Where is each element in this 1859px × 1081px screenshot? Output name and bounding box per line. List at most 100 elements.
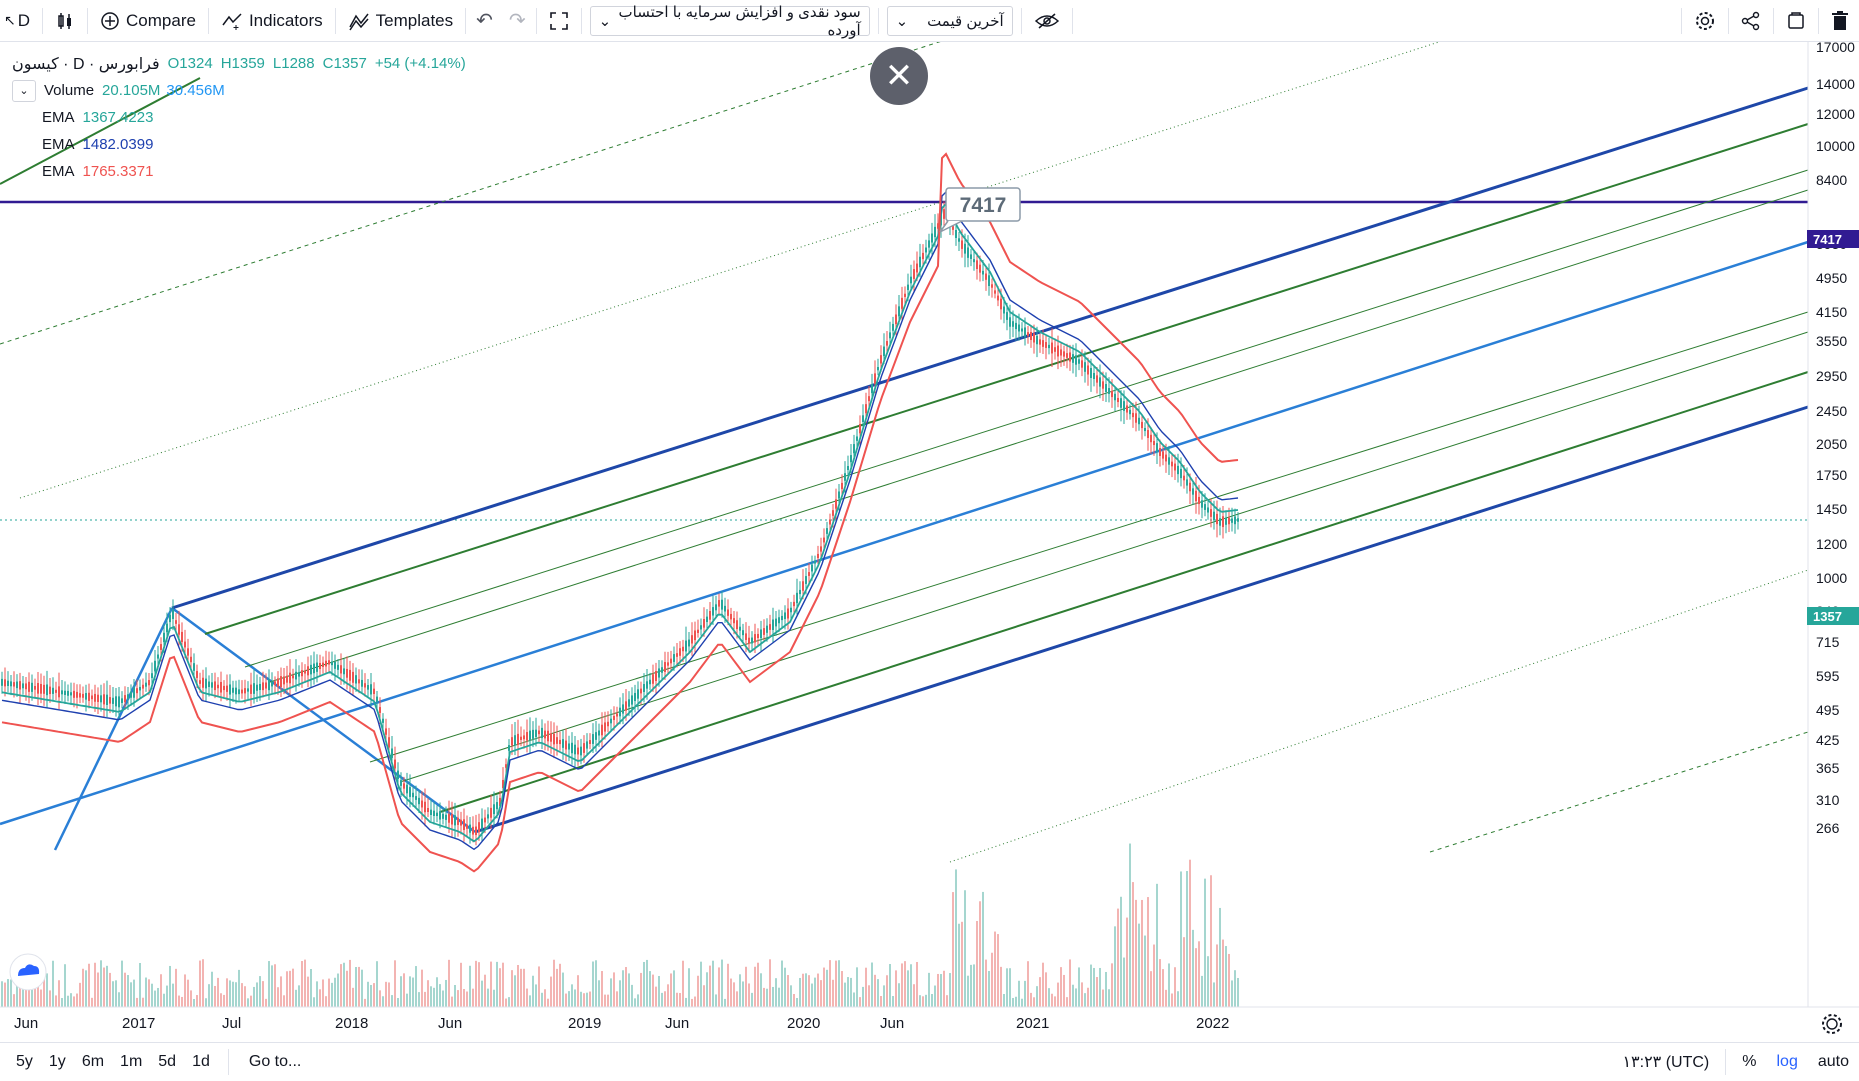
log-toggle[interactable]: log <box>1776 1053 1798 1070</box>
candle-body <box>808 572 810 576</box>
price-type-dropdown[interactable]: آخرین قیمت ⌄ <box>886 5 1013 36</box>
candle-body <box>334 661 336 669</box>
indicators-button[interactable]: Indicators <box>211 0 333 42</box>
level-price-tag-value: 7417 <box>1813 231 1842 247</box>
compare-button[interactable]: Compare <box>90 0 206 42</box>
auto-toggle[interactable]: auto <box>1817 1053 1849 1070</box>
volume-bar <box>829 960 831 1007</box>
collapse-legend-button[interactable]: ⌄ <box>12 79 36 102</box>
candle-body <box>832 510 834 516</box>
candle-body <box>190 656 192 663</box>
symbol-title[interactable]: کیسون · D · فرابورس <box>12 55 160 73</box>
candle-body <box>862 415 864 423</box>
settings-button[interactable] <box>1684 0 1726 42</box>
candle-body <box>922 252 924 260</box>
remove-drawings-button[interactable] <box>1821 0 1859 42</box>
range-5d[interactable]: 5d <box>158 1052 177 1070</box>
pitchfork-upper[interactable] <box>171 86 1809 610</box>
pitchfork-inner[interactable] <box>244 169 1809 668</box>
templates-button[interactable]: Templates <box>338 0 463 42</box>
candle-body <box>256 684 258 691</box>
pitchfork-outer-dashed[interactable] <box>0 31 971 345</box>
range-5y[interactable]: 5y <box>16 1052 33 1070</box>
candle-body <box>331 661 333 666</box>
volume-bar <box>124 972 126 1007</box>
price-axis-label: 4150 <box>1816 304 1847 320</box>
volume-bar <box>58 980 60 1007</box>
pitchfork-handle[interactable] <box>53 607 174 851</box>
indicator-dropdown-value: سود نقدی و افزایش سرمایه با احتساب آورده <box>618 3 861 39</box>
price-axis-label: 715 <box>1816 634 1840 650</box>
candle-body <box>1216 513 1218 525</box>
candle-body <box>226 685 228 692</box>
pitchfork-inner[interactable] <box>439 371 1809 813</box>
percent-toggle[interactable]: % <box>1742 1053 1757 1070</box>
volume-bar <box>76 993 78 1007</box>
volume-bar <box>664 991 666 1007</box>
volume-bar <box>1114 926 1116 1007</box>
pitchfork-outer-dashed[interactable] <box>1429 731 1809 853</box>
fullscreen-button[interactable] <box>539 0 579 42</box>
candle-body <box>850 455 852 463</box>
time-axis-label: 2018 <box>335 1015 368 1032</box>
candle-body <box>1039 339 1041 345</box>
range-1y[interactable]: 1y <box>48 1052 66 1070</box>
goto-button[interactable]: Go to... <box>248 1052 302 1070</box>
volume-bar <box>358 966 360 1007</box>
indicator-dropdown[interactable]: سود نقدی و افزایش سرمایه با احتساب آورده… <box>589 3 870 39</box>
range-6m[interactable]: 6m <box>81 1052 105 1070</box>
candle-body <box>385 728 387 735</box>
volume-bar <box>259 976 261 1007</box>
clock-label[interactable]: ۱۳:۲۳ (UTC) <box>1622 1054 1710 1071</box>
volume-bar <box>136 997 138 1007</box>
volume-bar <box>757 962 759 1007</box>
volume-bar <box>928 972 930 1007</box>
volume-bar <box>1069 959 1071 1007</box>
chart-pane[interactable]: 1700014000120001000084005950495041503550… <box>0 31 1859 1042</box>
candle-body <box>742 630 744 636</box>
volume-bar <box>682 960 684 1007</box>
candle-body <box>91 695 93 700</box>
share-button[interactable] <box>1731 0 1771 42</box>
range-1d[interactable]: 1d <box>192 1052 210 1070</box>
volume-bar <box>853 992 855 1007</box>
pitchfork-inner[interactable] <box>269 189 1809 683</box>
volume-bar <box>931 993 933 1007</box>
volume-bar <box>31 980 33 1007</box>
volume-bar <box>10 979 12 1007</box>
candle-body <box>886 341 888 346</box>
pitchfork-median[interactable] <box>0 240 1809 826</box>
callout-label: 7417 <box>960 194 1007 217</box>
volume-bar <box>625 967 627 1007</box>
volume-bar <box>1 981 3 1007</box>
trash-icon <box>1831 11 1849 31</box>
candle-body <box>760 629 762 639</box>
volume-bar <box>82 968 84 1007</box>
interval-button[interactable]: ↖ D <box>0 0 40 42</box>
pitchfork-outer[interactable] <box>0 77 201 185</box>
last-price-tag: 1357 <box>1807 607 1859 625</box>
price-axis-label: 266 <box>1816 820 1840 836</box>
volume-bar <box>484 974 486 1007</box>
undo-button[interactable]: ↶ <box>468 0 501 42</box>
snapshot-button[interactable] <box>1776 0 1816 42</box>
close-button[interactable]: ✕ <box>870 47 928 105</box>
chart-type-button[interactable] <box>45 0 85 42</box>
redo-button[interactable]: ↷ <box>501 0 534 42</box>
pitchfork-lower[interactable] <box>474 405 1809 834</box>
volume-bar <box>232 981 234 1007</box>
volume-bar <box>196 995 198 1007</box>
volume-bar <box>100 960 102 1007</box>
volume-bar <box>1204 878 1206 1007</box>
pitchfork-inner[interactable] <box>369 311 1809 763</box>
candle-body <box>160 644 162 650</box>
chart-canvas[interactable]: 1700014000120001000084005950495041503550… <box>0 31 1859 1042</box>
hide-drawings-button[interactable] <box>1024 0 1070 42</box>
range-1m[interactable]: 1m <box>120 1052 143 1070</box>
volume-bar <box>1051 993 1053 1007</box>
price-callout: 7417 <box>939 187 1021 233</box>
candle-body <box>244 688 246 694</box>
pitchfork-outer-dotted[interactable] <box>949 569 1809 863</box>
volume-bar <box>265 998 267 1007</box>
pitchfork-inner[interactable] <box>204 123 1809 635</box>
